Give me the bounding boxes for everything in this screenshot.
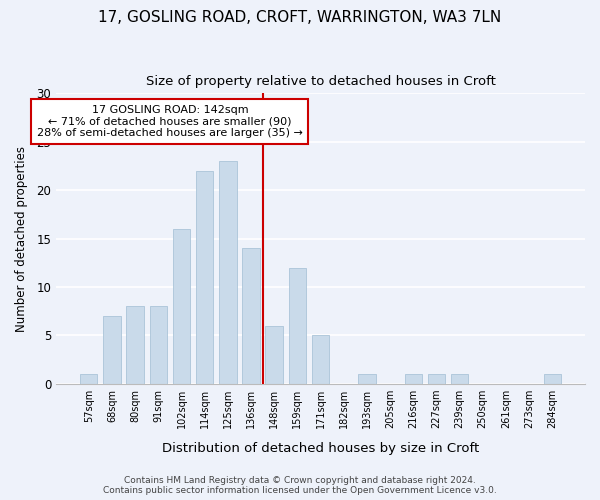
Y-axis label: Number of detached properties: Number of detached properties xyxy=(15,146,28,332)
Bar xyxy=(242,248,260,384)
Text: Contains HM Land Registry data © Crown copyright and database right 2024.
Contai: Contains HM Land Registry data © Crown c… xyxy=(103,476,497,495)
Title: Size of property relative to detached houses in Croft: Size of property relative to detached ho… xyxy=(146,75,496,88)
Bar xyxy=(404,374,422,384)
Bar xyxy=(428,374,445,384)
X-axis label: Distribution of detached houses by size in Croft: Distribution of detached houses by size … xyxy=(162,442,479,455)
Bar xyxy=(358,374,376,384)
Bar xyxy=(173,229,190,384)
Bar xyxy=(80,374,97,384)
Text: 17 GOSLING ROAD: 142sqm
← 71% of detached houses are smaller (90)
28% of semi-de: 17 GOSLING ROAD: 142sqm ← 71% of detache… xyxy=(37,105,303,138)
Bar xyxy=(544,374,561,384)
Bar xyxy=(127,306,144,384)
Bar xyxy=(149,306,167,384)
Bar xyxy=(196,171,214,384)
Bar xyxy=(451,374,468,384)
Bar xyxy=(103,316,121,384)
Bar xyxy=(289,268,306,384)
Bar xyxy=(312,336,329,384)
Bar xyxy=(219,161,236,384)
Bar xyxy=(265,326,283,384)
Text: 17, GOSLING ROAD, CROFT, WARRINGTON, WA3 7LN: 17, GOSLING ROAD, CROFT, WARRINGTON, WA3… xyxy=(98,10,502,25)
